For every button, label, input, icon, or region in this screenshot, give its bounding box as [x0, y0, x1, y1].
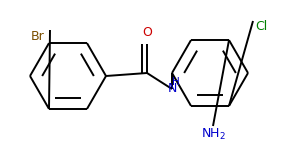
Text: Cl: Cl [255, 19, 267, 33]
Text: O: O [142, 26, 152, 40]
Text: H: H [172, 77, 180, 87]
Text: Br: Br [31, 29, 45, 43]
Text: N: N [167, 83, 177, 95]
Text: NH$_2$: NH$_2$ [200, 126, 226, 142]
